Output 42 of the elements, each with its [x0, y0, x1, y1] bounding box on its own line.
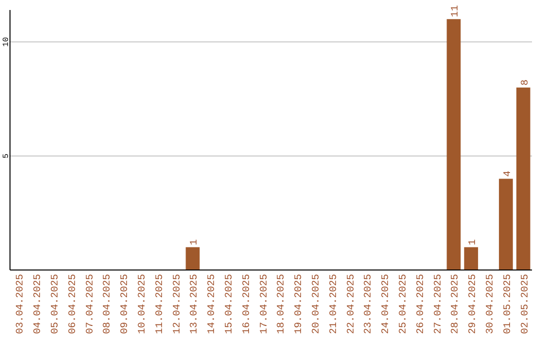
y-tick-label: 5: [2, 153, 11, 158]
y-tick-label: 10: [2, 36, 11, 47]
x-tick-label: 05.04.2025: [50, 274, 62, 334]
x-tick-label: 08.04.2025: [102, 274, 114, 334]
x-tick-label: 02.05.2025: [520, 274, 532, 334]
data-label: 4: [502, 170, 514, 177]
x-tick-label: 27.04.2025: [433, 274, 444, 334]
x-tick-label: 01.05.2025: [502, 274, 514, 334]
data-label: 1: [468, 239, 480, 246]
x-tick-label: 28.04.2025: [450, 274, 462, 334]
x-tick-label: 04.04.2025: [33, 274, 44, 334]
x-tick-label: 12.04.2025: [172, 274, 184, 334]
x-tick-label: 21.04.2025: [328, 274, 340, 334]
x-tick-label: 16.04.2025: [242, 274, 253, 334]
bar: [446, 19, 461, 270]
x-tick-label: 06.04.2025: [68, 274, 79, 334]
data-label: 8: [520, 80, 532, 86]
x-tick-label: 11.04.2025: [154, 274, 166, 334]
x-tick-label: 29.04.2025: [468, 274, 480, 334]
x-tick-label: 25.04.2025: [398, 274, 410, 334]
x-tick-label: 07.04.2025: [85, 274, 96, 334]
x-tick-label: 26.04.2025: [416, 274, 427, 334]
x-tick-label: 22.04.2025: [346, 274, 358, 334]
x-tick-label: 24.04.2025: [381, 274, 392, 334]
x-tick-label: 15.04.2025: [224, 274, 236, 334]
x-tick-label: 18.04.2025: [276, 274, 288, 334]
data-label: 1: [190, 239, 201, 246]
x-tick-label: 19.04.2025: [294, 274, 306, 334]
x-tick-label: 14.04.2025: [207, 274, 218, 334]
x-tick-label: 13.04.2025: [190, 274, 201, 334]
x-tick-label: 17.04.2025: [259, 274, 270, 334]
x-tick-label: 20.04.2025: [312, 274, 322, 334]
bar: [498, 178, 513, 270]
x-tick-label: 10.04.2025: [138, 274, 148, 334]
bar: [464, 247, 478, 270]
x-tick-label: 09.04.2025: [120, 274, 132, 334]
x-tick-label: 23.04.2025: [364, 274, 375, 334]
bar: [186, 247, 200, 270]
bar: [516, 88, 530, 270]
data-label: 11: [450, 5, 462, 18]
x-tick-label: 03.04.2025: [16, 274, 27, 334]
x-tick-label: 30.04.2025: [486, 274, 496, 334]
